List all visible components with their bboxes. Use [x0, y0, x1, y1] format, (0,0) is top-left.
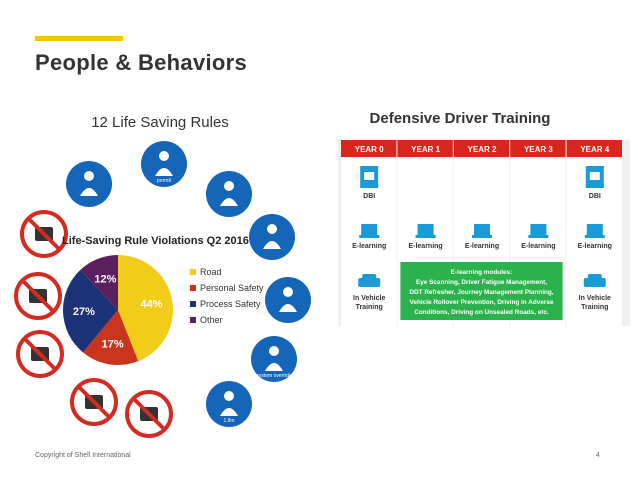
pie-label: 27%	[73, 306, 95, 318]
in-vehicle-label: Training	[581, 304, 608, 311]
suspended-load-icon	[125, 390, 173, 438]
modules-text: DDT Refresher, Journey Management Planni…	[409, 289, 553, 296]
no-phone-icon	[14, 272, 62, 320]
accent-bar	[35, 36, 123, 41]
year-label: YEAR 4	[580, 145, 609, 154]
in-vehicle-label: In Vehicle	[353, 295, 385, 302]
legend-label: Personal Safety	[200, 283, 264, 293]
pie-slice-road	[118, 255, 173, 362]
copyright-footer: Copyright of Shell International	[35, 452, 131, 459]
pie-label: 17%	[102, 339, 124, 351]
in-vehicle-label: In Vehicle	[579, 295, 611, 302]
year-label: YEAR 2	[468, 145, 497, 154]
laptop-icon	[530, 224, 547, 235]
pie-chart: 44% 17% 27% 12%	[63, 255, 173, 365]
legend-swatch	[190, 317, 196, 323]
year-header	[510, 140, 566, 157]
year-header	[453, 140, 510, 157]
legend-item: Personal Safety	[190, 280, 264, 296]
svg-text:permit: permit	[157, 178, 172, 184]
chart-title: Life-Saving Rule Violations Q2 2016	[62, 235, 249, 247]
year-header	[397, 140, 453, 157]
car-icon	[583, 278, 606, 287]
laptop-icon	[361, 224, 378, 235]
isolation-icon	[248, 213, 296, 261]
elearning-label: E-learning	[578, 243, 612, 250]
elearning-label: E-learning	[465, 243, 499, 250]
year-header	[341, 140, 397, 157]
elearning-label: E-learning	[521, 243, 555, 250]
dbi-label: DBI	[363, 193, 375, 200]
chart-legend: Road Personal Safety Process Safety Other	[190, 264, 264, 328]
elearning-modules-box	[400, 262, 563, 320]
modules-text: E-learning modules:	[451, 269, 512, 276]
svg-text:system override: system override	[256, 373, 292, 379]
year-label: YEAR 3	[524, 145, 553, 154]
slide-title: People & Behaviors	[35, 50, 248, 75]
in-vehicle-label: Training	[356, 304, 383, 311]
no-alcohol-icon	[16, 330, 64, 378]
left-heading: 12 Life Saving Rules	[91, 114, 229, 131]
legend-swatch	[190, 285, 196, 291]
speed-icon	[20, 210, 68, 258]
legend-swatch	[190, 269, 196, 275]
seatbelt-icon	[65, 160, 113, 208]
no-smoking-icon	[70, 378, 118, 426]
override-icon: system override	[250, 335, 298, 383]
page-number: 4	[596, 452, 600, 459]
fall-protection-icon: 1.8m	[205, 380, 253, 428]
legend-label: Other	[200, 315, 223, 325]
gas-test-icon	[205, 170, 253, 218]
laptop-icon	[417, 224, 434, 235]
legend-item: Process Safety	[190, 296, 264, 312]
year-header	[566, 140, 622, 157]
pie-label: 44%	[140, 299, 162, 311]
legend-item: Road	[190, 264, 264, 280]
pie-slice-other	[80, 255, 118, 310]
pie-label: 12%	[94, 273, 116, 285]
pie-slice-process-safety	[63, 269, 118, 353]
confined-space-icon	[264, 276, 312, 324]
laptop-icon	[586, 224, 603, 235]
elearning-label: E-learning	[408, 243, 442, 250]
dbi-label: DBI	[589, 193, 601, 200]
legend-swatch	[190, 301, 196, 307]
year-label: YEAR 1	[411, 145, 440, 154]
modules-text: Eye Scanning, Driver Fatigue Management,	[416, 279, 547, 286]
car-icon	[358, 278, 381, 287]
modules-text: Vehicle Rollover Prevention, Driving in …	[410, 299, 554, 306]
defensive-driver-training-table: YEAR 0 YEAR 1 YEAR 2 YEAR 3 YEAR 4 DBI DBI E-le…	[338, 140, 630, 326]
legend-item: Other	[190, 312, 264, 328]
modules-text: Conditions, Driving on Unsealed Roads, e…	[414, 309, 549, 316]
laptop-icon	[474, 224, 490, 235]
svg-text:1.8m: 1.8m	[223, 418, 234, 424]
permit-icon: permit	[140, 140, 188, 188]
pie-slice-personal-safety	[82, 310, 139, 365]
legend-label: Process Safety	[200, 299, 261, 309]
elearning-label: E-learning	[352, 243, 386, 250]
legend-label: Road	[200, 267, 222, 277]
year-label: YEAR 0	[355, 145, 384, 154]
right-heading: Defensive Driver Training	[369, 110, 551, 127]
